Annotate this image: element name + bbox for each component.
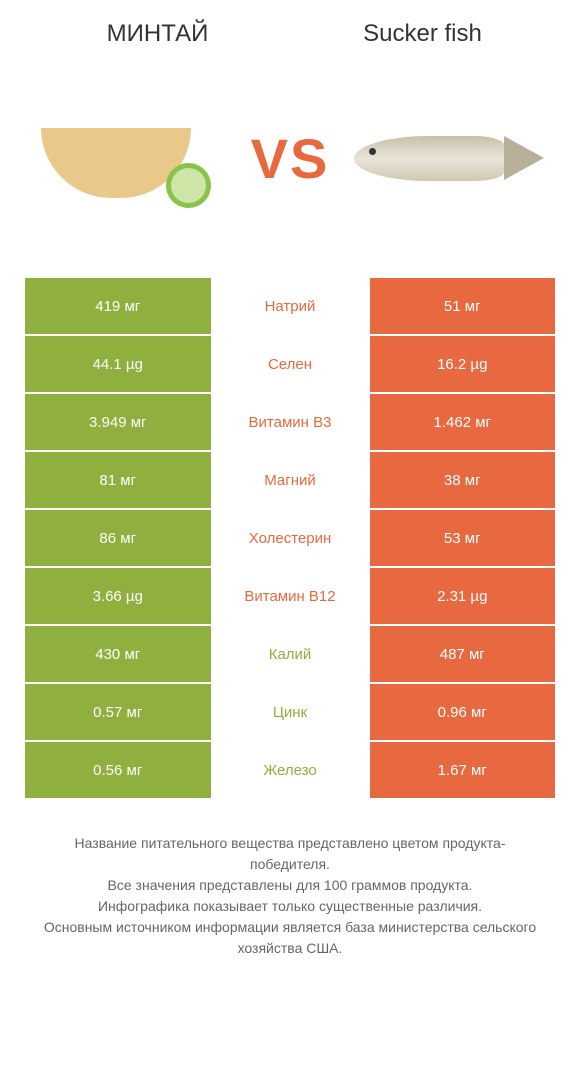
footer-line-1: Название питательного вещества представл…: [35, 833, 545, 875]
right-value: 51 мг: [370, 278, 556, 334]
right-value: 1.462 мг: [370, 394, 556, 450]
table-row: 86 мгХолестерин53 мг: [25, 510, 555, 566]
footer-notes: Название питательного вещества представл…: [25, 833, 555, 959]
nutrient-label: Магний: [211, 452, 370, 508]
table-row: 430 мгКалий487 мг: [25, 626, 555, 682]
nutrient-label: Калий: [211, 626, 370, 682]
images-row: VS: [25, 78, 555, 238]
right-value: 487 мг: [370, 626, 556, 682]
table-row: 44.1 µgСелен16.2 µg: [25, 336, 555, 392]
table-row: 419 мгНатрий51 мг: [25, 278, 555, 334]
table-row: 81 мгМагний38 мг: [25, 452, 555, 508]
table-row: 3.66 µgВитамин B122.31 µg: [25, 568, 555, 624]
nutrient-label: Витамин B3: [211, 394, 370, 450]
taco-icon: [41, 108, 211, 208]
left-value: 419 мг: [25, 278, 211, 334]
nutrient-label: Железо: [211, 742, 370, 798]
nutrient-label: Витамин B12: [211, 568, 370, 624]
left-value: 0.57 мг: [25, 684, 211, 740]
right-value: 0.96 мг: [370, 684, 556, 740]
vs-label: VS: [251, 126, 330, 191]
title-left: МИНТАЙ: [25, 20, 290, 48]
table-row: 0.56 мгЖелезо1.67 мг: [25, 742, 555, 798]
footer-line-2: Все значения представлены для 100 граммо…: [35, 875, 545, 896]
left-value: 44.1 µg: [25, 336, 211, 392]
footer-line-4: Основным источником информации является …: [35, 917, 545, 959]
right-food-image: [354, 88, 555, 228]
left-value: 430 мг: [25, 626, 211, 682]
left-value: 3.949 мг: [25, 394, 211, 450]
nutrient-label: Холестерин: [211, 510, 370, 566]
right-value: 53 мг: [370, 510, 556, 566]
nutrient-label: Натрий: [211, 278, 370, 334]
left-value: 81 мг: [25, 452, 211, 508]
nutrient-label: Цинк: [211, 684, 370, 740]
right-value: 2.31 µg: [370, 568, 556, 624]
title-right: Sucker fish: [290, 20, 555, 48]
footer-line-3: Инфографика показывает только существенн…: [35, 896, 545, 917]
table-row: 3.949 мгВитамин B31.462 мг: [25, 394, 555, 450]
left-value: 0.56 мг: [25, 742, 211, 798]
right-value: 38 мг: [370, 452, 556, 508]
table-row: 0.57 мгЦинк0.96 мг: [25, 684, 555, 740]
right-value: 1.67 мг: [370, 742, 556, 798]
nutrient-label: Селен: [211, 336, 370, 392]
title-row: МИНТАЙ Sucker fish: [25, 20, 555, 48]
left-value: 3.66 µg: [25, 568, 211, 624]
right-value: 16.2 µg: [370, 336, 556, 392]
nutrient-table: 419 мгНатрий51 мг44.1 µgСелен16.2 µg3.94…: [25, 278, 555, 798]
fish-icon: [354, 128, 554, 188]
left-value: 86 мг: [25, 510, 211, 566]
left-food-image: [25, 88, 226, 228]
